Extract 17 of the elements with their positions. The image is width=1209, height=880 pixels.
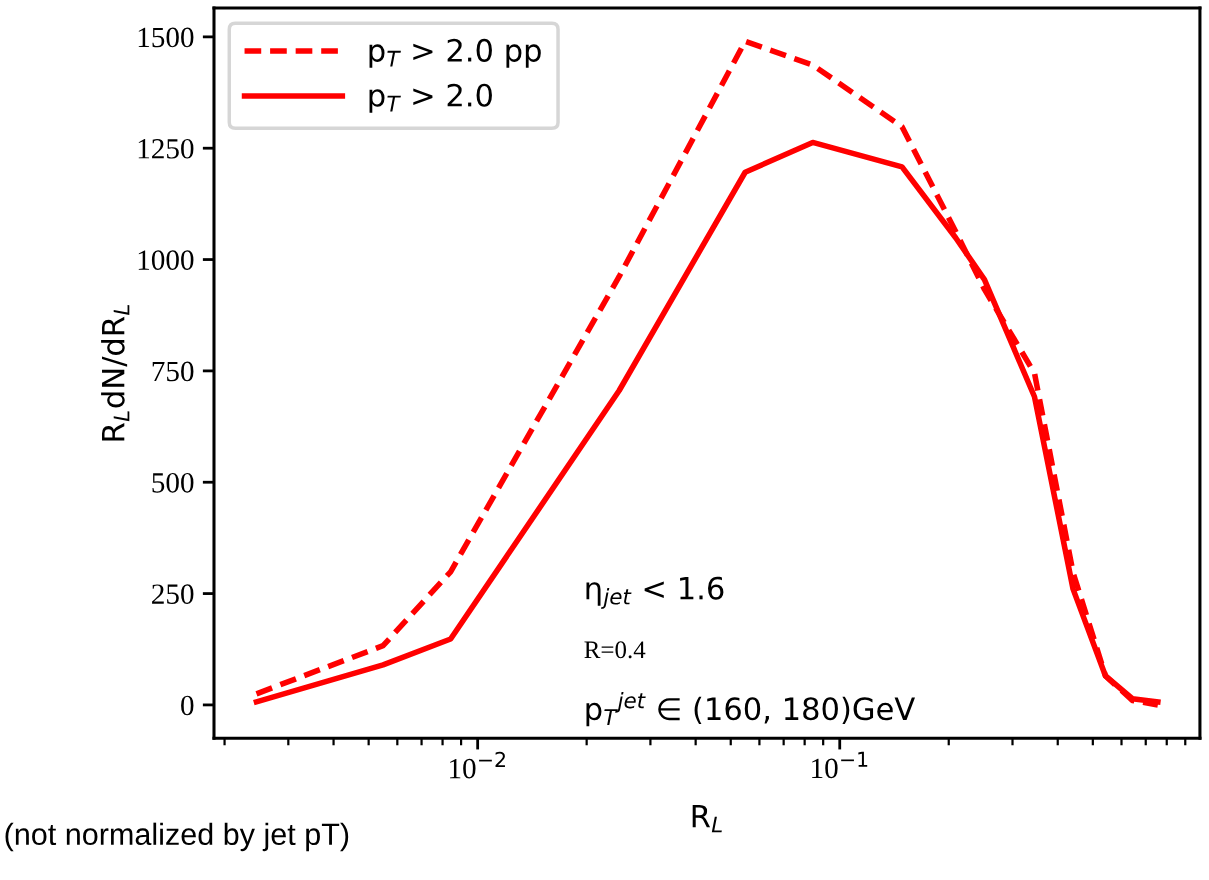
y-tick-label: 1500 [138,27,194,48]
x-tick-label: 10$^{−1}$ [812,751,868,779]
legend-label: p$_{T}$ > 2.0 pp [369,38,541,68]
y-tick-label: 750 [152,361,194,382]
x-axis-title: R$_{L}$ [692,804,722,833]
x-tick-label: 10$^{−2}$ [450,751,505,779]
y-tick-label: 1250 [138,138,194,159]
y-tick-label: 500 [152,472,194,493]
legend-label: p$_{T}$ > 2.0 [369,83,492,113]
y-axis-title: R$_{L}$dN/dR$_{L}$ [101,305,130,441]
text: (not normalized by jet pT) [5,822,349,852]
y-tick-label: 1000 [138,250,194,270]
annotation: p$_{T}$$^{jet}$ ∈ (160, 180)GeV [586,691,915,727]
y-tick-label: 0 [181,695,194,716]
annotation: η$_{jet}$ < 1.6 [586,576,724,609]
y-tick-label: 250 [152,584,194,604]
annotation: R=0.4 [584,641,646,659]
